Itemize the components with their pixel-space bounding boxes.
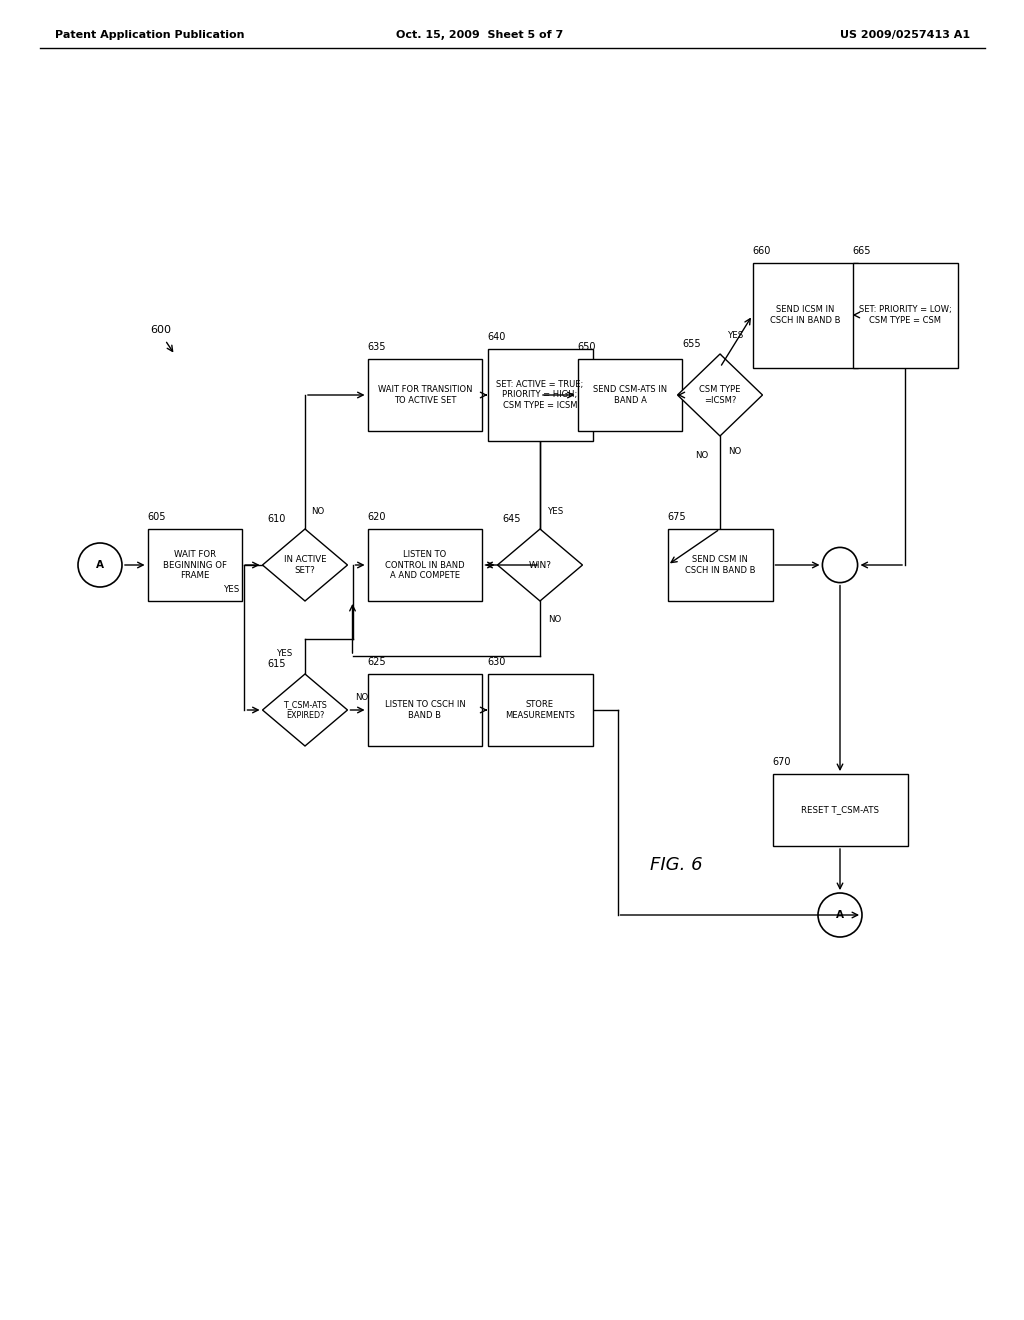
Text: IN ACTIVE
SET?: IN ACTIVE SET? xyxy=(284,556,327,574)
Polygon shape xyxy=(262,675,347,746)
Circle shape xyxy=(818,894,862,937)
FancyBboxPatch shape xyxy=(753,263,857,367)
Text: SEND CSM-ATS IN
BAND A: SEND CSM-ATS IN BAND A xyxy=(593,385,667,405)
Text: NO: NO xyxy=(355,693,369,702)
Circle shape xyxy=(78,543,122,587)
Text: WIN?: WIN? xyxy=(528,561,552,569)
Text: 665: 665 xyxy=(853,246,871,256)
FancyBboxPatch shape xyxy=(772,774,907,846)
Text: YES: YES xyxy=(548,507,564,516)
Text: 640: 640 xyxy=(487,333,506,342)
Text: A: A xyxy=(96,560,104,570)
Text: 670: 670 xyxy=(772,756,791,767)
Text: 605: 605 xyxy=(147,512,166,521)
Text: NO: NO xyxy=(548,615,561,623)
Text: 600: 600 xyxy=(150,325,171,335)
Text: 635: 635 xyxy=(368,342,386,352)
Text: CSM TYPE
=ICSM?: CSM TYPE =ICSM? xyxy=(699,385,740,405)
Text: 625: 625 xyxy=(368,657,386,667)
FancyBboxPatch shape xyxy=(668,529,772,601)
Polygon shape xyxy=(262,529,347,601)
Text: NO: NO xyxy=(694,451,708,461)
Text: 655: 655 xyxy=(683,339,701,348)
Text: WAIT FOR
BEGINNING OF
FRAME: WAIT FOR BEGINNING OF FRAME xyxy=(163,550,227,579)
Text: SEND CSM IN
CSCH IN BAND B: SEND CSM IN CSCH IN BAND B xyxy=(685,556,756,574)
Text: A: A xyxy=(836,909,844,920)
Text: Oct. 15, 2009  Sheet 5 of 7: Oct. 15, 2009 Sheet 5 of 7 xyxy=(396,30,563,40)
Text: US 2009/0257413 A1: US 2009/0257413 A1 xyxy=(840,30,970,40)
Text: SET: ACTIVE = TRUE;
PRIORITY = HIGH;
CSM TYPE = ICSM: SET: ACTIVE = TRUE; PRIORITY = HIGH; CSM… xyxy=(497,380,584,411)
Text: 630: 630 xyxy=(487,657,506,667)
Polygon shape xyxy=(678,354,763,436)
Text: 650: 650 xyxy=(578,342,596,352)
FancyBboxPatch shape xyxy=(368,529,482,601)
Circle shape xyxy=(822,548,858,582)
Text: SEND ICSM IN
CSCH IN BAND B: SEND ICSM IN CSCH IN BAND B xyxy=(770,305,841,325)
FancyBboxPatch shape xyxy=(368,359,482,432)
Text: Patent Application Publication: Patent Application Publication xyxy=(55,30,245,40)
Text: FIG. 6: FIG. 6 xyxy=(650,855,702,874)
Text: 620: 620 xyxy=(368,512,386,521)
FancyBboxPatch shape xyxy=(578,359,683,432)
Polygon shape xyxy=(498,529,583,601)
Text: LISTEN TO CSCH IN
BAND B: LISTEN TO CSCH IN BAND B xyxy=(385,701,465,719)
Text: LISTEN TO
CONTROL IN BAND
A AND COMPETE: LISTEN TO CONTROL IN BAND A AND COMPETE xyxy=(385,550,465,579)
FancyBboxPatch shape xyxy=(487,348,593,441)
Text: YES: YES xyxy=(224,586,241,594)
Text: 610: 610 xyxy=(267,513,286,524)
Text: YES: YES xyxy=(728,331,744,341)
Text: NO: NO xyxy=(728,446,741,455)
Text: NO: NO xyxy=(311,507,325,516)
FancyBboxPatch shape xyxy=(147,529,243,601)
Text: SET: PRIORITY = LOW;
CSM TYPE = CSM: SET: PRIORITY = LOW; CSM TYPE = CSM xyxy=(859,305,951,325)
Text: 645: 645 xyxy=(503,513,521,524)
Text: 675: 675 xyxy=(668,512,686,521)
Text: 615: 615 xyxy=(267,659,286,669)
FancyBboxPatch shape xyxy=(853,263,957,367)
Text: T_CSM-ATS
EXPIRED?: T_CSM-ATS EXPIRED? xyxy=(283,701,327,719)
FancyBboxPatch shape xyxy=(368,675,482,746)
Text: 660: 660 xyxy=(753,246,771,256)
Text: RESET T_CSM-ATS: RESET T_CSM-ATS xyxy=(801,805,879,814)
Text: STORE
MEASUREMENTS: STORE MEASUREMENTS xyxy=(505,701,574,719)
Text: YES: YES xyxy=(276,649,293,659)
Text: WAIT FOR TRANSITION
TO ACTIVE SET: WAIT FOR TRANSITION TO ACTIVE SET xyxy=(378,385,472,405)
FancyBboxPatch shape xyxy=(487,675,593,746)
